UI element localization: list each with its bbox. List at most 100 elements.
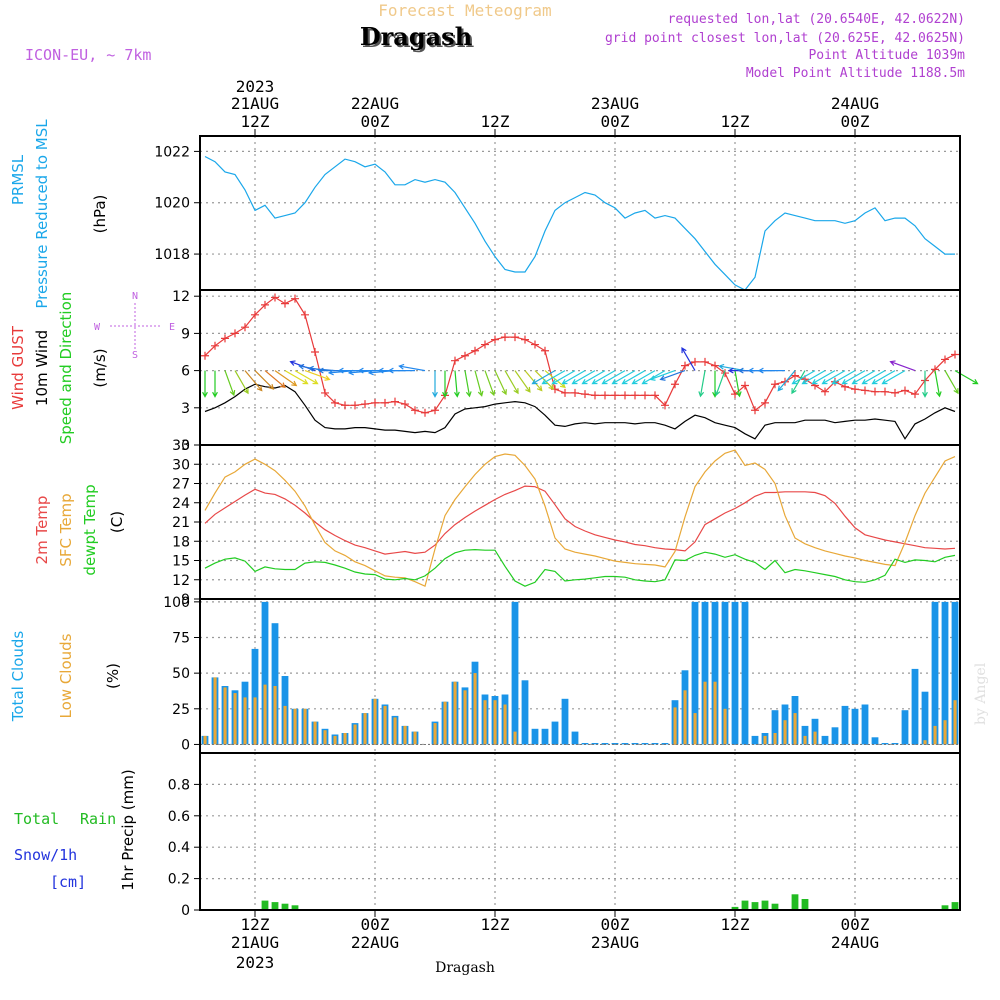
top-time-label-1: 00Z (361, 112, 390, 131)
wind-arrow-49 (681, 346, 696, 371)
bar-clouds-1-21 (413, 731, 417, 745)
wind-arrow-8 (284, 370, 309, 385)
ytick-label-wind-2: 6 (181, 364, 190, 380)
bar-precip-0-7 (761, 900, 769, 910)
bar-clouds-1-27 (473, 673, 477, 745)
wind-arrow-29 (494, 370, 507, 396)
gust-marker (311, 348, 319, 356)
gust-marker (861, 386, 869, 395)
bar-clouds-0-33 (531, 728, 539, 745)
model-label: ICON-EU, ~ 7km (25, 46, 151, 64)
ytick-label-precip-4: 0.8 (168, 777, 190, 793)
wind-gust-label: Wind GUST (9, 325, 27, 410)
ytick-label-precip-3: 0.6 (168, 809, 190, 825)
wind-arrow-38 (561, 370, 586, 385)
bar-clouds-1-31 (513, 731, 517, 745)
gust-marker (451, 356, 459, 365)
gust-marker (401, 400, 409, 409)
bar-clouds-1-8 (283, 705, 287, 745)
line-wind-0 (204, 296, 956, 414)
wind-arrow-70 (881, 370, 906, 385)
gust-marker (421, 408, 429, 417)
wind-arrow-9 (294, 370, 319, 385)
bar-clouds-0-31 (511, 601, 519, 745)
wind-arrow-39 (571, 370, 596, 385)
bottom-date-label-1: 22AUG (351, 933, 399, 952)
precip-rain-label: Rain (80, 810, 116, 828)
gust-marker (231, 329, 239, 338)
wind-arrow-22 (398, 363, 426, 372)
temp-ylabel: (C) (108, 511, 126, 533)
ytick-label-temperature-8: 33 (172, 438, 190, 454)
gust-marker (641, 391, 649, 400)
temp-2m-label: 2m Temp (33, 496, 51, 565)
wind-arrow-42 (601, 370, 626, 385)
bar-clouds-1-74 (943, 720, 947, 745)
clouds-ylabel: (%) (104, 663, 122, 689)
bar-clouds-0-41 (611, 743, 619, 745)
wind-arrow-21 (387, 367, 415, 374)
bar-clouds-1-14 (343, 733, 347, 745)
bar-precip-0-12 (951, 902, 959, 910)
bar-clouds-1-3 (233, 693, 237, 745)
bar-clouds-0-64 (841, 705, 849, 745)
top-time-label-0: 12Z (241, 112, 270, 131)
bottom-time-label-5: 00Z (841, 915, 870, 934)
wind-arrow-52 (714, 370, 726, 397)
gust-marker (501, 333, 509, 342)
bar-clouds-0-45 (651, 743, 659, 745)
wind-arrow-73 (934, 370, 942, 398)
bar-clouds-1-61 (813, 731, 817, 745)
bottom-date-label-0: 21AUG (231, 933, 279, 952)
ytick-label-temperature-6: 27 (172, 477, 190, 493)
gust-marker (691, 357, 699, 366)
wind-arrow-30 (504, 370, 519, 395)
bar-clouds-0-32 (521, 680, 529, 745)
gust-marker (901, 386, 909, 395)
wind-arrow-28 (484, 370, 496, 397)
wind-arrow-62 (801, 370, 826, 385)
compass-north: N (132, 291, 138, 302)
bar-clouds-0-55 (751, 735, 759, 745)
bar-clouds-0-73 (931, 601, 939, 745)
bar-clouds-1-18 (383, 705, 387, 745)
gust-marker (221, 334, 229, 343)
credit: by Angel (973, 662, 989, 725)
temp-sfc-label: SFC Temp (57, 493, 75, 566)
precip-total-label: Total (14, 810, 59, 828)
pressure-label-1: PRMSL (9, 154, 27, 205)
bar-precip-0-10 (801, 899, 809, 910)
bar-clouds-0-37 (571, 731, 579, 745)
gust-marker (291, 294, 299, 303)
wind-arrow-50 (698, 370, 706, 398)
bar-clouds-1-2 (223, 687, 227, 745)
precip-ylabel: 1hr Precip (mm) (119, 769, 137, 890)
bar-clouds-0-43 (631, 743, 639, 745)
bar-clouds-0-36 (561, 698, 569, 745)
gust-marker (341, 401, 349, 410)
bar-clouds-1-58 (783, 720, 787, 745)
wind-arrow-61 (791, 370, 816, 385)
bar-clouds-0-62 (821, 735, 829, 745)
wind-arrow-60 (791, 370, 806, 395)
gust-marker (281, 299, 289, 308)
location-title: Dragash (360, 22, 472, 51)
bar-precip-0-0 (261, 900, 269, 910)
gust-marker (671, 380, 679, 389)
bar-precip-0-1 (271, 902, 279, 910)
bar-clouds-1-75 (953, 700, 957, 745)
bar-clouds-0-5 (251, 648, 259, 745)
bar-clouds-0-70 (901, 710, 909, 745)
gust-marker (301, 310, 309, 319)
line-temperature-1 (204, 449, 956, 588)
ytick-label-temperature-5: 24 (172, 496, 190, 512)
gust-marker (411, 406, 419, 415)
wind-ylabel: (m/s) (91, 348, 109, 387)
bottom-date-label-5: 24AUG (831, 933, 879, 952)
top-date-label-1: 22AUG (351, 94, 399, 113)
location-title-shadow: Dragash (362, 24, 474, 53)
gust-marker (741, 381, 749, 390)
wind-arrow-67 (851, 370, 876, 385)
bar-clouds-1-10 (303, 708, 307, 745)
